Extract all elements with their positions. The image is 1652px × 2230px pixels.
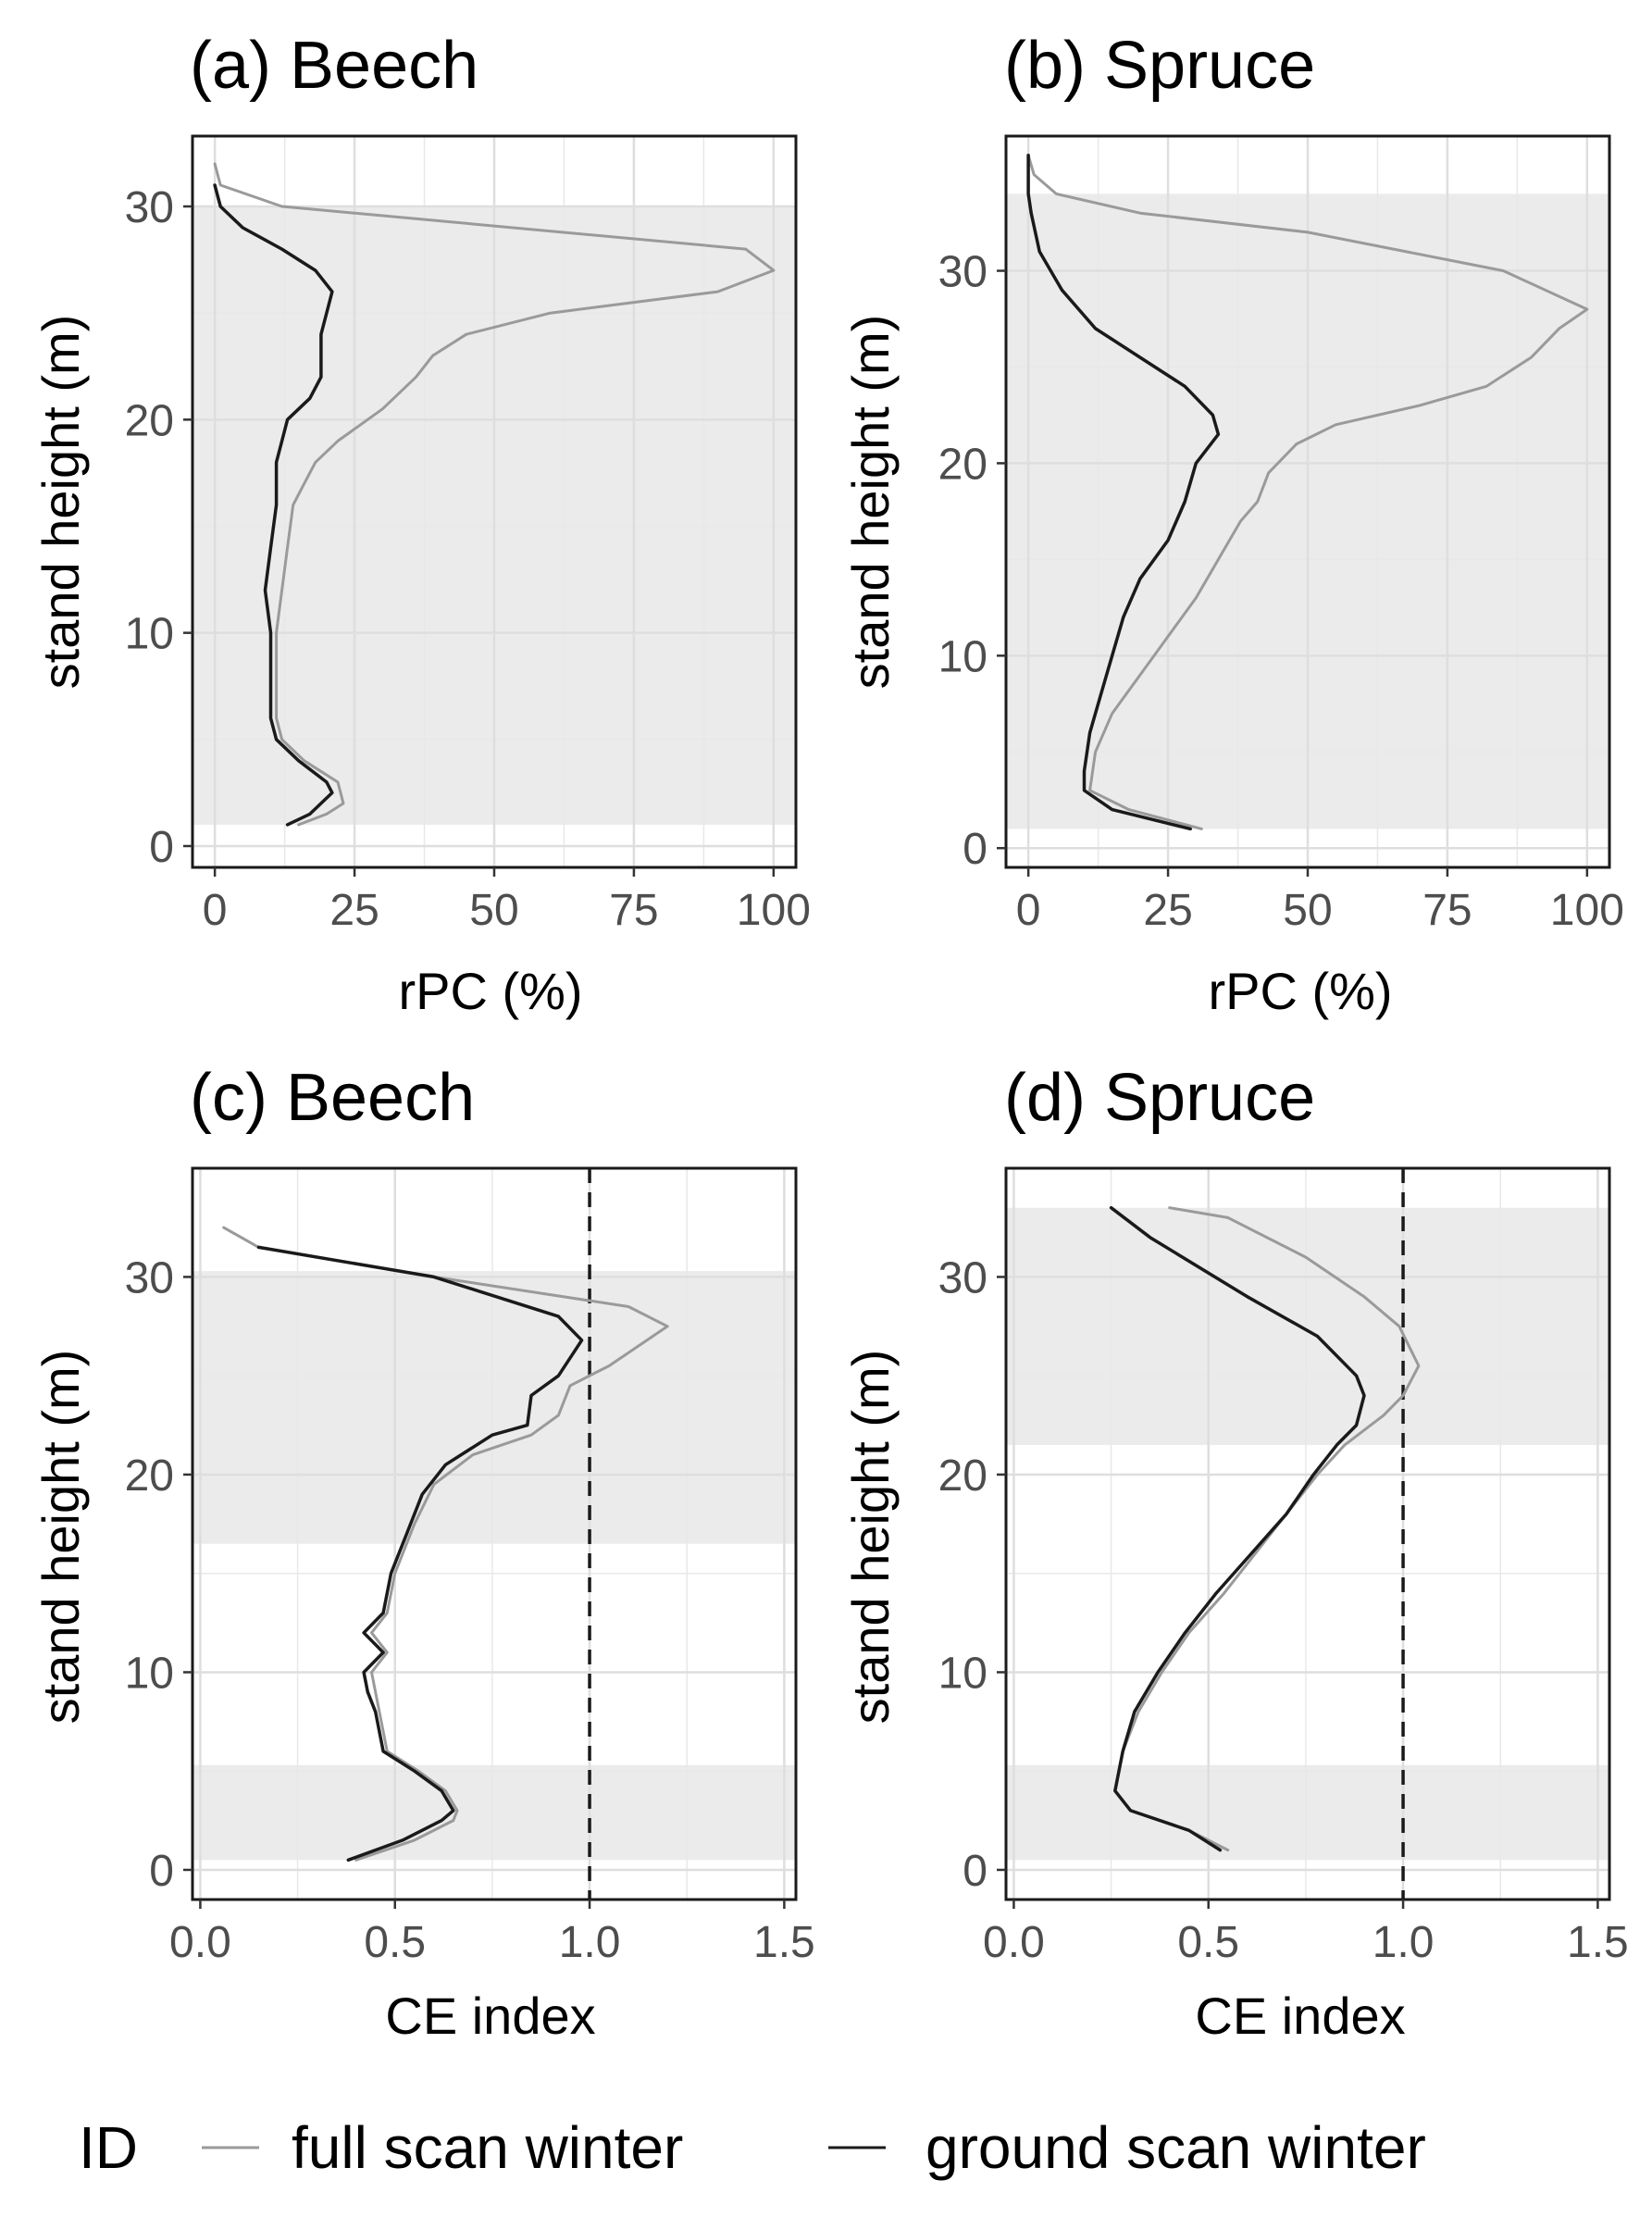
panel-c-beech-ce: (c) Beech CE index stand height (m) 0.0 0… [31, 1061, 815, 2045]
x-tick-label-a-4: 100 [737, 886, 811, 935]
y-tick-label-a-1: 10 [125, 610, 174, 659]
panel-d-title: (d) Spruce [1004, 1061, 1315, 1135]
legend: ID full scan winter ground scan winter [79, 2114, 1426, 2181]
y-tick-label-a-0: 0 [149, 823, 174, 872]
x-tick-label-b-0: 0 [1016, 886, 1041, 935]
y-tick-label-d-3: 30 [938, 1253, 987, 1302]
shaded-band-c-0 [193, 1271, 796, 1544]
panel-c-x-axis-title: CE index [385, 1987, 595, 2045]
panel-a-y-axis-title: stand height (m) [31, 315, 90, 690]
x-tick-label-c-0: 0.0 [169, 1918, 231, 1967]
y-tick-label-b-2: 20 [938, 440, 987, 489]
panel-b-x-axis-title: rPC (%) [1208, 962, 1392, 1020]
plot-frame-d [1004, 1166, 1611, 1901]
series-line-d-ground-scan [1109, 1205, 1366, 1852]
x-tick-label-b-2: 50 [1283, 886, 1332, 935]
y-tick-label-c-2: 20 [125, 1451, 174, 1501]
y-tick-label-d-1: 10 [938, 1649, 987, 1698]
plot-frame-c [191, 1166, 798, 1901]
panel-d-y-axis-title: stand height (m) [841, 1350, 900, 1725]
y-tick-label-c-0: 0 [149, 1847, 174, 1896]
shaded-band-d-0 [1006, 1207, 1609, 1445]
series-line-a-full-scan [213, 162, 776, 827]
series-line-a-ground-scan [213, 183, 334, 827]
panel-a-x-axis-title: rPC (%) [398, 962, 582, 1020]
series-line-c-ground-scan [256, 1245, 584, 1862]
panel-d-spruce-ce: (d) Spruce CE index stand height (m) 0.0… [841, 1061, 1629, 2045]
x-tick-label-d-1: 0.5 [1177, 1918, 1239, 1967]
x-tick-label-a-1: 25 [329, 886, 379, 935]
y-tick-label-b-0: 0 [963, 825, 987, 874]
x-tick-label-d-2: 1.0 [1373, 1918, 1435, 1967]
x-tick-label-c-3: 1.5 [753, 1918, 815, 1967]
x-tick-label-d-0: 0.0 [983, 1918, 1045, 1967]
panel-a-beech-rpc: (a) Beech rPC (%) stand height (m) 0 25 50… [31, 29, 811, 1020]
x-tick-label-c-1: 0.5 [364, 1918, 426, 1967]
panel-c-title: (c) Beech [190, 1061, 475, 1135]
shaded-band-d-1 [1006, 1764, 1609, 1861]
x-tick-label-a-0: 0 [203, 886, 228, 935]
series-line-c-full-scan [222, 1226, 669, 1862]
panel-b-title: (b) Spruce [1004, 29, 1315, 103]
y-tick-label-a-2: 20 [125, 396, 174, 445]
series-line-b-ground-scan [1026, 154, 1221, 831]
shaded-band-c-1 [193, 1764, 796, 1861]
legend-label-full-scan: full scan winter [292, 2114, 683, 2181]
legend-title: ID [79, 2114, 138, 2181]
y-tick-label-a-3: 30 [125, 183, 174, 232]
y-tick-label-b-3: 30 [938, 248, 987, 297]
y-tick-label-c-3: 30 [125, 1253, 174, 1302]
legend-label-ground-scan: ground scan winter [925, 2114, 1426, 2181]
x-tick-label-b-1: 25 [1143, 886, 1192, 935]
y-tick-label-c-1: 10 [125, 1649, 174, 1698]
x-tick-label-d-3: 1.5 [1567, 1918, 1629, 1967]
x-tick-label-b-4: 100 [1550, 886, 1624, 935]
x-tick-label-c-2: 1.0 [559, 1918, 621, 1967]
panel-b-y-axis-title: stand height (m) [841, 315, 900, 690]
panel-d-x-axis-title: CE index [1195, 1987, 1405, 2045]
series-line-b-full-scan [1026, 154, 1589, 830]
y-tick-label-d-0: 0 [963, 1847, 987, 1896]
y-tick-label-d-2: 20 [938, 1451, 987, 1501]
panel-a-title: (a) Beech [190, 29, 478, 103]
x-tick-label-a-2: 50 [469, 886, 518, 935]
panel-c-y-axis-title: stand height (m) [31, 1350, 90, 1725]
y-tick-label-b-1: 10 [938, 632, 987, 681]
x-tick-label-a-3: 75 [609, 886, 658, 935]
panel-b-spruce-rpc: (b) Spruce rPC (%) stand height (m) 0 25 5… [841, 29, 1624, 1020]
x-tick-label-b-3: 75 [1422, 886, 1472, 935]
